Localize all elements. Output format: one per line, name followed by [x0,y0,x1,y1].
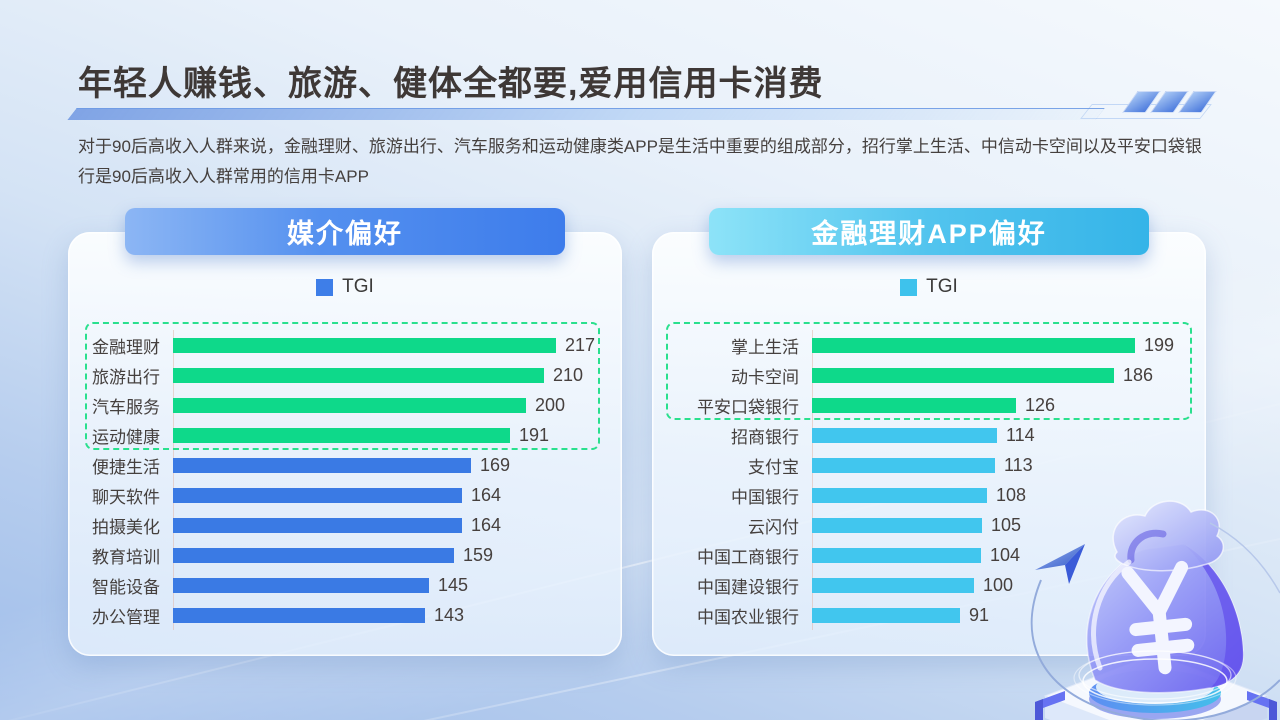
chart-row: 招商银行 114 [652,420,1206,450]
legend: TGI [652,276,1206,298]
category-label: 聊天软件 [92,487,160,507]
chart-row: 拍摄美化 164 [68,510,622,540]
tgi-bar [812,487,987,503]
page-subtitle: 对于90后高收入人群来说，金融理财、旅游出行、汽车服务和运动健康类APP是生活中… [78,137,1202,186]
category-label: 中国建设银行 [697,577,799,597]
category-label: 中国工商银行 [697,547,799,567]
legend: TGI [68,276,622,298]
category-label: 办公管理 [92,607,160,627]
legend-label: TGI [926,276,958,297]
tgi-bar [173,517,462,533]
legend-swatch-icon [900,278,918,296]
value-label: 145 [438,574,469,595]
category-label: 支付宝 [748,457,799,477]
value-label: 114 [1006,424,1035,445]
legend-swatch-icon [316,278,334,296]
chart-row: 教育培训 159 [68,540,622,570]
media-preference-header: 媒介偏好 [125,208,565,255]
value-label: 217 [565,334,596,355]
tgi-bar [812,427,997,443]
tgi-bar [173,577,429,593]
category-label: 金融理财 [92,337,160,357]
category-label: 智能设备 [92,577,160,597]
tgi-bar [812,337,1135,353]
value-label: 143 [434,604,465,625]
category-label: 招商银行 [731,427,799,447]
category-label: 云闪付 [748,517,799,537]
highlight-dashed-box [85,322,600,450]
tgi-bar [173,457,471,473]
money-bag-3d-illustration [1030,500,1280,720]
tgi-bar [812,607,960,623]
chart-row: 智能设备 145 [68,570,622,600]
tgi-bar [173,607,425,623]
tgi-bar [812,577,974,593]
chart-row: 金融理财 217 [68,330,622,360]
category-label: 掌上生活 [731,337,799,357]
legend-label: TGI [342,276,374,297]
value-label: 199 [1144,334,1175,355]
category-label: 中国农业银行 [697,607,799,627]
value-label: 159 [463,544,494,565]
tgi-bar [812,517,982,533]
media-preference-card: 媒介偏好 TGI 金融理财 217 旅游出行 210 汽车服务 200 运动健康 191 便捷生… [68,208,622,656]
category-label: 便捷生活 [92,457,160,477]
page-title: 年轻人赚钱、旅游、健体全都要,爱用信用卡消费 [78,65,824,103]
chart-row: 聊天软件 164 [68,480,622,510]
value-label: 169 [480,454,511,475]
tgi-bar [812,457,995,473]
category-label: 拍摄美化 [92,517,160,537]
value-label: 91 [969,604,990,625]
tgi-bar [173,547,454,563]
finance-app-preference-header: 金融理财APP偏好 [709,208,1149,255]
category-label: 中国银行 [731,487,799,507]
tgi-bar [173,487,462,503]
tgi-bar [812,547,981,563]
title-underline-decoration [67,108,1105,120]
value-label: 164 [471,484,502,505]
value-label: 164 [471,514,502,535]
category-label: 教育培训 [92,547,160,567]
paper-plane-arrow-icon [1035,544,1085,584]
chart-row: 掌上生活 199 [652,330,1206,360]
tgi-bar [173,337,556,353]
chart-row: 便捷生活 169 [68,450,622,480]
highlight-dashed-box [666,322,1192,420]
chart-row: 办公管理 143 [68,600,622,630]
